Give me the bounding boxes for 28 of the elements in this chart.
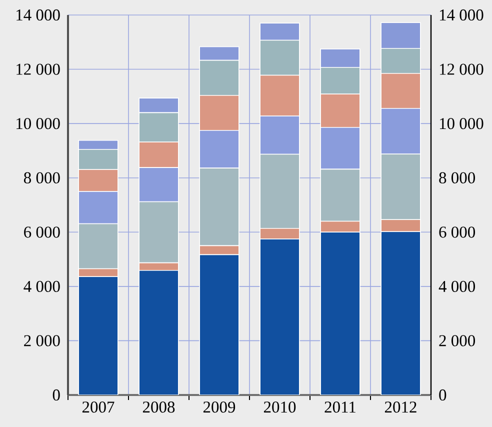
x-tick-label: 2011 [324,402,356,413]
y2-tick-label: 12 000 [440,64,484,75]
bar [320,232,360,395]
x-tick-label: 2009 [203,402,236,413]
y2-tick-label: 4 000 [438,280,476,292]
bar [260,238,300,395]
x-tick-label: 2012 [384,402,416,413]
y-tick-label: 8 000 [24,172,60,184]
y2-tick-label: 2 000 [439,335,476,346]
bar [138,270,179,395]
y2-tick-label: 10 000 [440,118,484,130]
x-tick-label: 2007 [82,402,114,413]
y-tick-label: 6 000 [24,226,60,238]
y2-tick-label: 0 [439,389,446,401]
y-tick-label: 14 000 [16,9,60,21]
y-tick-label: 4 000 [24,280,60,292]
y2-tick-label: 14 000 [440,9,484,21]
bar [199,254,240,395]
y-tick-label: 0 [52,389,60,401]
bar [380,231,421,395]
y-tick-label: 10 000 [16,118,60,130]
x-tick-label: 2010 [264,402,296,413]
y2-tick-label: 8 000 [439,172,476,184]
y-tick-label: 2 000 [24,335,60,346]
bar [78,276,118,395]
y2-tick-label: 6 000 [439,226,476,238]
y-tick-label: 12 000 [16,64,60,75]
x-tick-label: 2008 [142,402,175,413]
